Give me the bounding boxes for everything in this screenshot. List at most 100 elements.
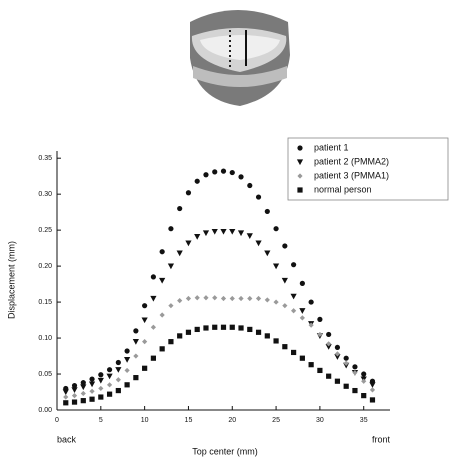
point — [255, 329, 262, 335]
point — [238, 325, 244, 331]
point — [177, 333, 183, 339]
point — [203, 172, 209, 178]
point — [229, 228, 236, 235]
point — [106, 391, 113, 397]
point — [194, 234, 201, 240]
point — [168, 226, 174, 232]
point — [369, 397, 376, 403]
point — [211, 228, 218, 235]
point — [142, 365, 148, 371]
point — [247, 182, 253, 189]
point — [290, 293, 297, 300]
point — [89, 388, 95, 394]
point — [220, 295, 227, 302]
point — [115, 387, 121, 394]
point — [185, 295, 192, 302]
point — [352, 364, 358, 370]
point — [308, 362, 314, 368]
point — [369, 387, 376, 393]
point — [343, 360, 349, 366]
point — [159, 277, 166, 284]
point — [220, 168, 227, 174]
y-tick-label: 0.05 — [38, 371, 52, 378]
point — [299, 280, 305, 286]
point — [273, 299, 279, 305]
annotation: back — [57, 434, 77, 444]
point — [115, 377, 121, 383]
y-axis-label: Displacement (mm) — [6, 241, 16, 319]
point — [273, 226, 279, 232]
point — [297, 173, 303, 179]
point — [361, 378, 367, 384]
y-tick-label: 0.25 — [38, 227, 52, 234]
point — [63, 400, 69, 406]
point — [89, 376, 95, 382]
point — [343, 383, 349, 389]
point — [150, 355, 156, 361]
point — [203, 295, 209, 301]
point — [106, 382, 113, 388]
x-tick-label: 10 — [141, 417, 149, 424]
x-tick-label: 25 — [272, 417, 280, 424]
y-tick-label: 0.15 — [38, 299, 52, 306]
point — [317, 316, 323, 322]
point — [229, 324, 235, 330]
point — [264, 333, 270, 339]
point — [141, 317, 148, 324]
x-tick-label: 15 — [185, 417, 193, 424]
point — [317, 331, 323, 338]
point — [299, 308, 306, 314]
point — [229, 295, 235, 302]
point — [291, 308, 297, 314]
point — [98, 394, 104, 400]
point — [326, 373, 332, 379]
point — [71, 399, 78, 405]
point — [167, 263, 175, 270]
point — [334, 351, 341, 357]
point — [194, 295, 200, 301]
point — [202, 230, 210, 237]
y-tick-label: 0.35 — [38, 155, 52, 162]
point — [352, 387, 358, 394]
y-tick-label: 0.00 — [38, 407, 52, 414]
point — [343, 355, 349, 361]
legend-label: patient 2 (PMMA2) — [314, 156, 389, 166]
x-tick-label: 5 — [99, 417, 103, 424]
point — [203, 325, 209, 331]
point — [291, 262, 297, 268]
point — [194, 178, 200, 184]
point — [115, 359, 121, 366]
x-tick-label: 0 — [55, 417, 59, 424]
point — [308, 322, 314, 328]
point — [124, 382, 130, 388]
point — [369, 382, 376, 388]
point — [71, 387, 78, 393]
point — [159, 312, 165, 318]
point — [194, 326, 200, 333]
legend-label: patient 1 — [314, 142, 349, 152]
point — [150, 324, 156, 330]
point — [229, 169, 235, 176]
point — [220, 324, 227, 330]
point — [150, 295, 157, 302]
point — [97, 377, 104, 384]
point — [308, 299, 314, 305]
point — [247, 326, 253, 333]
point — [71, 382, 78, 389]
point — [246, 233, 253, 239]
point — [133, 353, 139, 359]
point — [334, 354, 341, 360]
point — [255, 295, 262, 302]
point — [264, 208, 270, 215]
point — [159, 346, 165, 352]
point — [264, 250, 271, 257]
point — [237, 230, 245, 237]
annotation: front — [372, 434, 391, 444]
point — [124, 367, 130, 374]
y-tick-label: 0.20 — [38, 263, 52, 270]
point — [299, 355, 305, 361]
point — [361, 371, 367, 377]
point — [168, 339, 174, 345]
point — [282, 303, 288, 309]
